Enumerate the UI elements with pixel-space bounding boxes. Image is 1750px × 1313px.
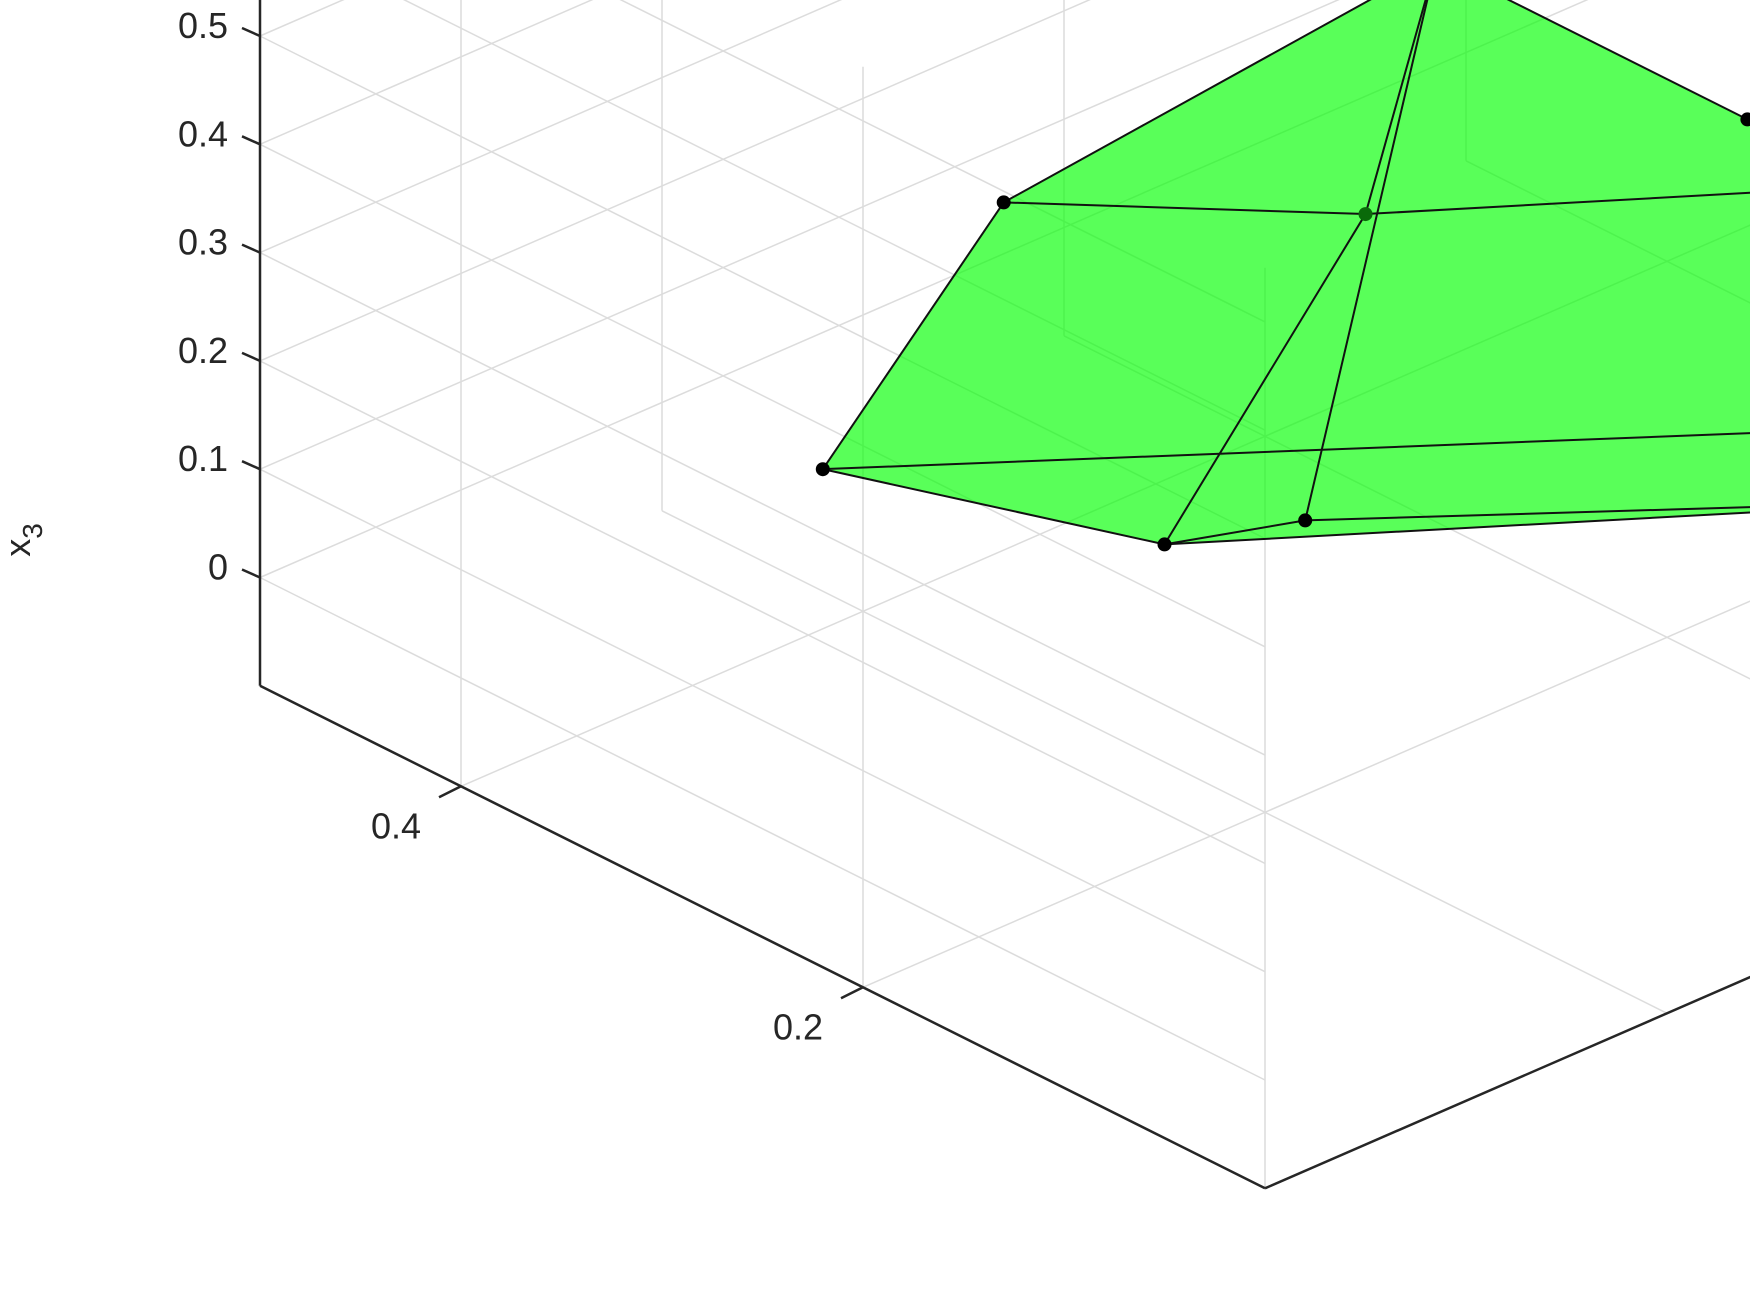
z-tick-label: 0.4 [178,113,228,154]
polytope-edge [1506,0,1748,121]
back-wall-grid-line [259,0,1340,470]
polytope [815,0,1750,552]
x-axis-line [1264,975,1750,1190]
side-wall-grid-line [259,251,1266,756]
axis-lines [241,0,1750,1190]
y-tick-label: 0.2 [773,1006,823,1047]
z-tick-mark [241,26,261,38]
z-tick-label: 0 [208,547,228,588]
back-wall-grid-line [259,0,1091,362]
y-tick-label: 0.4 [371,805,421,846]
z-tick-mark [241,243,261,254]
hidden-vertex-marker [1358,207,1373,222]
z-tick-mark [241,460,261,471]
vertex-marker [1740,112,1750,127]
z-axis-label: x3 [0,523,48,557]
polytope-face [822,0,1750,545]
side-wall-grid-line [259,576,1266,1081]
z-tick-mark [241,351,261,363]
side-wall-grid-line [259,143,1266,648]
polytope-edge [1003,201,1366,216]
z-tick-label: 0.3 [178,222,228,263]
polytope-edge [1364,0,1427,215]
polytope-edge [1304,0,1429,521]
y-tick-mark [840,986,864,1000]
y-axis-line [259,684,1266,1190]
back-wall-grid-line [259,0,843,254]
vertex-marker [1157,537,1172,552]
polytope-edge [1365,191,1750,216]
polytope-edge [1164,519,1306,546]
floor-grid-line [1264,976,1750,1189]
back-wall-grid-line [259,0,594,145]
polytope-edge [1164,511,1750,546]
z-tick-mark [241,135,261,146]
side-wall-grid-line [259,468,1266,973]
y-tick-mark [438,785,462,799]
z-tick-label: 0.1 [178,438,228,479]
vertex-marker [1298,513,1313,528]
z-tick-mark [241,568,261,579]
z-tick-label: 0.5 [178,5,228,46]
polytope-edge [822,468,1165,546]
polytope-edge [1163,213,1367,545]
polytope-edge [822,432,1750,471]
vertex-marker [815,462,830,477]
floor-grid-line [661,510,1668,1014]
side-wall-grid-line [259,360,1266,865]
polytope-edge [821,201,1005,470]
polytope-edge [1305,506,1750,522]
z-tick-label: 0.2 [178,330,228,371]
polytope-edge [1003,0,1372,204]
tick-labels: 00.10.20.30.40.50.60.70.20.40.40.6 [178,5,823,1047]
vertex-marker [996,195,1011,210]
floor-grid-line [862,600,1750,988]
